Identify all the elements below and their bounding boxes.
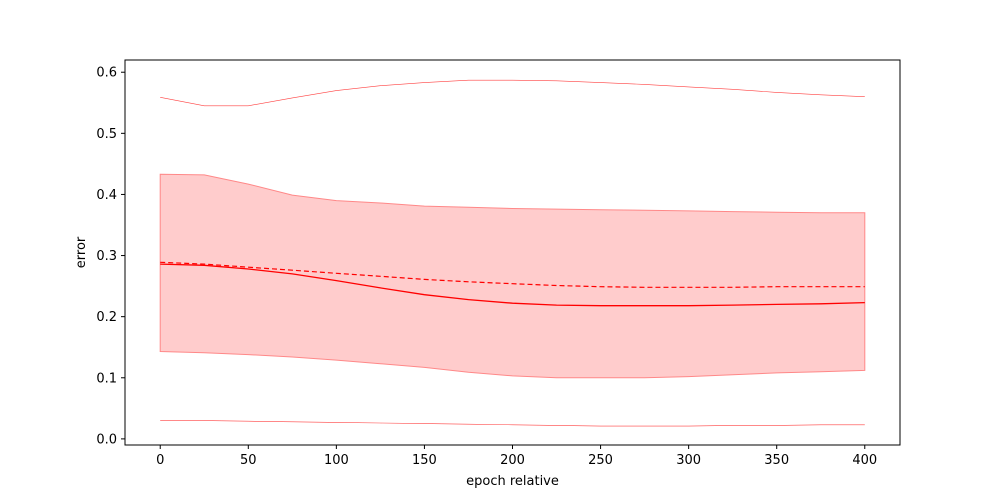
series-line-thin-3 — [160, 420, 865, 427]
y-axis-label: error — [74, 236, 89, 268]
y-axis: 0.0 0.1 0.2 0.3 0.4 0.5 0.6 — [96, 66, 125, 447]
x-tick-label: 350 — [764, 453, 789, 468]
y-tick-label: 0.5 — [96, 127, 117, 142]
series-line-dashed-1 — [160, 261, 865, 288]
series-line-thin-2 — [160, 79, 865, 107]
x-tick-label: 400 — [852, 453, 877, 468]
series-lines-layer — [160, 79, 865, 427]
y-tick-label: 0.2 — [96, 310, 117, 325]
x-axis-label: epoch relative — [466, 474, 559, 489]
x-tick-label: 50 — [240, 453, 257, 468]
y-tick-label: 0.4 — [96, 188, 117, 203]
series-line-solid-0 — [160, 263, 865, 307]
x-tick-label: 100 — [324, 453, 349, 468]
x-axis: 0 50 100 150 200 250 300 350 400 — [156, 445, 877, 468]
confidence-band — [159, 173, 866, 379]
confidence-band-layer — [159, 173, 866, 379]
x-tick-label: 150 — [412, 453, 437, 468]
x-tick-label: 300 — [676, 453, 701, 468]
x-tick-label: 200 — [500, 453, 525, 468]
y-tick-label: 0.3 — [96, 249, 117, 264]
y-tick-label: 0.0 — [96, 432, 117, 447]
y-tick-label: 0.6 — [96, 66, 117, 81]
x-tick-label: 0 — [156, 453, 164, 468]
x-tick-label: 250 — [588, 453, 613, 468]
y-tick-label: 0.1 — [96, 371, 117, 386]
